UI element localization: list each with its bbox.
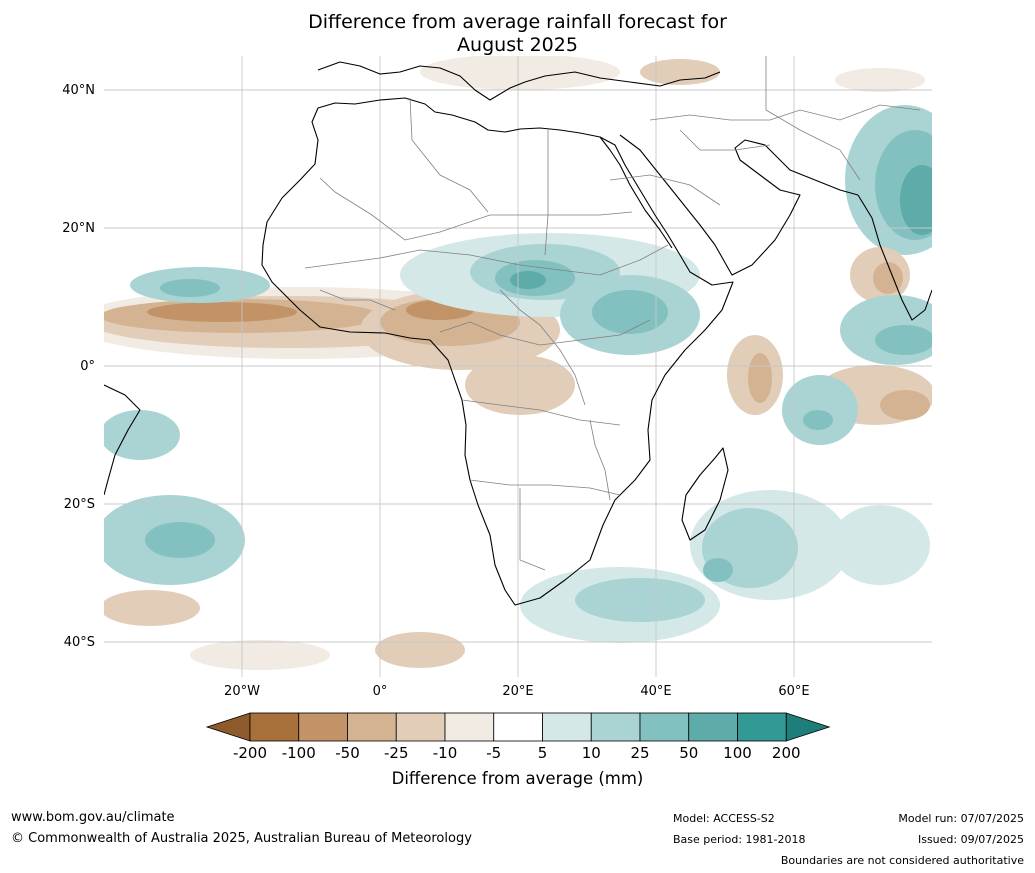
lat-label-20n: 20°N xyxy=(62,221,95,236)
wet-anomaly-zone xyxy=(782,375,858,445)
wet-anomaly-zone xyxy=(592,290,668,334)
arabia-coastline xyxy=(619,134,859,276)
lon-label-20e: 20°E xyxy=(502,684,534,699)
dry-anomaly-zone xyxy=(835,68,925,92)
lon-label-40e: 40°E xyxy=(640,684,672,699)
india-coastline xyxy=(857,194,932,321)
footer-disclaimer: Boundaries are not considered authoritat… xyxy=(780,854,1024,867)
graticule xyxy=(104,56,932,677)
lat-label-40n: 40°N xyxy=(62,83,95,98)
dry-anomaly-zone xyxy=(420,56,620,90)
colorbar-tick-label: -10 xyxy=(432,744,458,762)
colorbar-segments xyxy=(205,712,831,742)
colorbar-tick-label: -200 xyxy=(232,744,268,762)
colorbar-tick-label: 200 xyxy=(771,744,801,762)
africa-coastline xyxy=(261,97,734,606)
map-area xyxy=(104,56,932,677)
country-boundaries xyxy=(304,56,921,571)
wet-anomaly-zone xyxy=(575,578,705,622)
coastlines xyxy=(104,61,932,606)
wet-anomaly-zone xyxy=(510,271,546,289)
madagascar-coastline xyxy=(681,447,729,541)
wet-anomaly-zone xyxy=(803,410,833,430)
lat-label-20s: 20°S xyxy=(63,497,95,512)
footer-website[interactable]: www.bom.gov.au/climate xyxy=(11,810,175,825)
colorbar-segment xyxy=(249,712,300,742)
wet-anomaly-zone xyxy=(160,279,220,297)
lat-label-40s: 40°S xyxy=(63,635,95,650)
colorbar-tick-label: 10 xyxy=(581,744,601,762)
colorbar-under-arrow xyxy=(205,712,251,742)
rainfall-anomaly-field xyxy=(104,56,932,670)
lon-label-60e: 60°E xyxy=(778,684,810,699)
wet-anomaly-zone xyxy=(104,410,180,460)
colorbar-segment xyxy=(493,712,543,742)
colorbar-segment xyxy=(737,712,787,742)
dry-anomaly-zone xyxy=(375,632,465,668)
wet-anomaly-zone xyxy=(875,325,932,355)
footer-copyright: © Commonwealth of Australia 2025, Austra… xyxy=(11,831,472,846)
colorbar-segment xyxy=(542,712,592,742)
colorbar-segment xyxy=(590,712,641,742)
footer-base-period: Base period: 1981-2018 xyxy=(673,833,806,846)
colorbar-segment xyxy=(444,712,495,742)
lon-label-20w: 20°W xyxy=(224,684,260,699)
map-title-line-1: Difference from average rainfall forecas… xyxy=(308,11,727,33)
colorbar-segment xyxy=(347,712,397,742)
dry-anomaly-zone xyxy=(147,302,297,322)
colorbar-tick-label: 100 xyxy=(723,744,752,762)
colorbar-tick-label: 5 xyxy=(537,744,548,762)
wet-anomaly-zone xyxy=(900,165,932,235)
europe-coastline xyxy=(317,61,721,101)
colorbar-tick-label: 25 xyxy=(630,744,650,762)
colorbar-tick-label: -50 xyxy=(335,744,360,762)
lon-label-0: 0° xyxy=(372,684,388,699)
colorbar-tick-label: -100 xyxy=(281,744,316,762)
south-america-coastline xyxy=(104,384,141,496)
dry-anomaly-zone xyxy=(748,353,772,403)
red-sea-coastline xyxy=(599,136,673,249)
colorbar-segment xyxy=(688,712,738,742)
dry-anomaly-zone xyxy=(880,390,930,420)
colorbar-segment xyxy=(395,712,446,742)
colorbar-segment xyxy=(639,712,690,742)
dry-anomaly-zone xyxy=(104,590,200,626)
colorbar-over-arrow xyxy=(785,712,831,742)
colorbar-segment xyxy=(298,712,348,742)
footer-model: Model: ACCESS-S2 xyxy=(673,812,775,825)
wet-anomaly-zone xyxy=(145,522,215,558)
dry-anomaly-zone xyxy=(873,262,903,294)
dry-anomaly-zone xyxy=(465,355,575,415)
footer-model-run: Model run: 07/07/2025 xyxy=(898,812,1024,825)
dry-anomaly-zone xyxy=(190,640,330,670)
wet-anomaly-zone xyxy=(830,505,930,585)
colorbar-tick-label: -5 xyxy=(486,744,502,762)
lat-label-0: 0° xyxy=(80,359,95,374)
wet-anomaly-zone xyxy=(703,558,733,582)
footer-issued: Issued: 09/07/2025 xyxy=(917,833,1024,846)
colorbar-title: Difference from average (mm) xyxy=(391,769,644,788)
colorbar-tick-label: 50 xyxy=(679,744,699,762)
map-title-line-2: August 2025 xyxy=(457,34,578,56)
colorbar-tick-label: -25 xyxy=(384,744,409,762)
